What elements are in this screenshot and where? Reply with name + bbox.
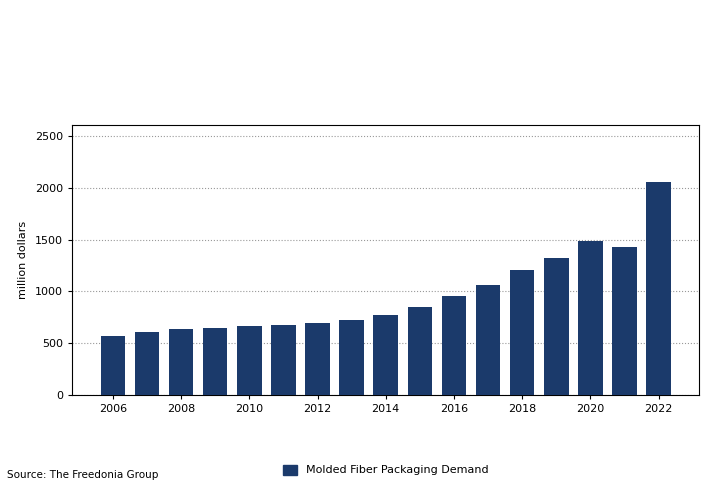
Bar bbox=[305, 322, 329, 395]
Bar bbox=[373, 315, 398, 395]
Bar bbox=[407, 307, 432, 395]
Bar bbox=[101, 335, 125, 395]
Bar bbox=[544, 258, 569, 395]
Text: Figure 3-3.
Molded Fiber Packaging Demand,
2006 – 2022
(million dollars): Figure 3-3. Molded Fiber Packaging Deman… bbox=[9, 4, 231, 71]
Bar bbox=[271, 325, 296, 395]
Text: Freedonia®: Freedonia® bbox=[596, 102, 669, 112]
Text: Source: The Freedonia Group: Source: The Freedonia Group bbox=[7, 469, 159, 480]
Bar bbox=[442, 295, 466, 395]
Bar bbox=[578, 241, 603, 395]
Bar bbox=[510, 270, 534, 395]
Bar bbox=[646, 182, 671, 395]
Bar bbox=[169, 329, 193, 395]
Bar bbox=[476, 285, 500, 395]
Bar bbox=[340, 320, 364, 395]
Bar bbox=[203, 328, 228, 395]
Bar bbox=[237, 326, 262, 395]
Legend: Molded Fiber Packaging Demand: Molded Fiber Packaging Demand bbox=[279, 460, 492, 480]
Bar bbox=[612, 247, 637, 395]
Y-axis label: million dollars: million dollars bbox=[18, 221, 28, 299]
Bar bbox=[135, 333, 159, 395]
